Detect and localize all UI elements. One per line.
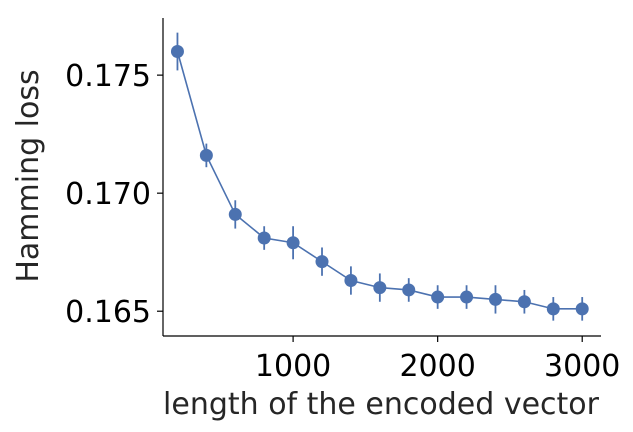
x-tick-label: 1000 [255,349,331,384]
data-point [575,302,589,316]
x-tick-label: 3000 [544,349,620,384]
data-point [315,255,329,269]
series-layer [170,32,589,321]
data-point [199,148,213,162]
data-point [488,292,502,306]
series-line [176,51,583,310]
data-point [431,290,445,304]
data-point [228,207,242,221]
data-point [402,283,416,297]
y-tick-label: 0.165 [65,295,151,330]
y-axis-label: Hamming loss [11,69,46,282]
data-point [460,290,474,304]
data-point [517,295,531,309]
data-point [546,302,560,316]
data-point [344,274,358,288]
x-tick-label: 2000 [399,349,475,384]
y-tick-label: 0.170 [65,177,151,212]
data-point [170,45,184,59]
y-tick-label: 0.175 [65,59,151,94]
axes: 1000 2000 3000 0.165 0.170 0.175 [65,18,620,384]
data-point [286,236,300,250]
data-point [373,281,387,295]
x-axis-label: length of the encoded vector [163,387,600,422]
data-point [257,231,271,245]
